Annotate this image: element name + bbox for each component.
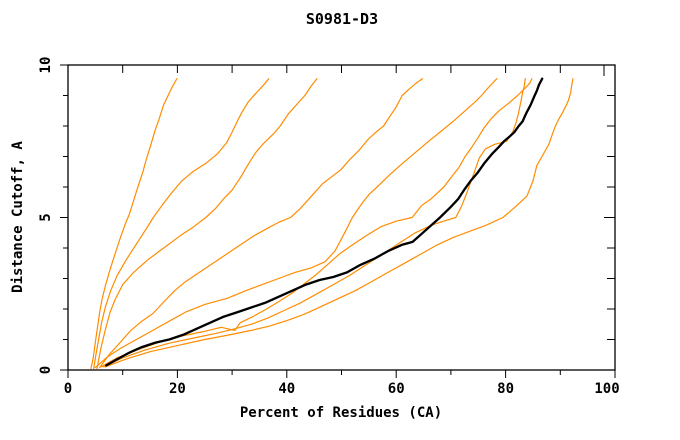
axis-tick-labels: 0 20 40 60 80 100 0 5 10 [38, 57, 620, 397]
series-orange-7 [102, 78, 526, 368]
x-tick-label: 40 [278, 381, 295, 397]
x-tick-label: 20 [169, 381, 186, 397]
y-tick-label: 10 [38, 57, 54, 74]
series-orange-1 [90, 78, 178, 370]
series-orange-5 [94, 78, 498, 369]
series-orange-2 [93, 78, 270, 370]
x-tick-label: 60 [388, 381, 405, 397]
series-orange-6 [100, 78, 533, 368]
series-black-main [105, 77, 544, 367]
series-orange-3 [96, 78, 318, 370]
y-tick-label: 0 [38, 366, 54, 374]
plot-frame [67, 64, 616, 371]
axis-ticks [60, 64, 616, 378]
frame-box [67, 64, 616, 371]
series-orange-8 [104, 78, 574, 368]
x-tick-label: 0 [64, 381, 72, 397]
series-orange-4 [99, 78, 424, 369]
y-tick-label: 5 [38, 213, 54, 221]
chart-title: S0981-D3 [306, 10, 378, 28]
x-tick-label: 80 [497, 381, 514, 397]
x-tick-label: 100 [594, 381, 619, 397]
y-axis-label: Distance Cutoff, A [10, 141, 26, 293]
x-axis-label: Percent of Residues (CA) [240, 405, 442, 421]
data-series [90, 77, 574, 370]
